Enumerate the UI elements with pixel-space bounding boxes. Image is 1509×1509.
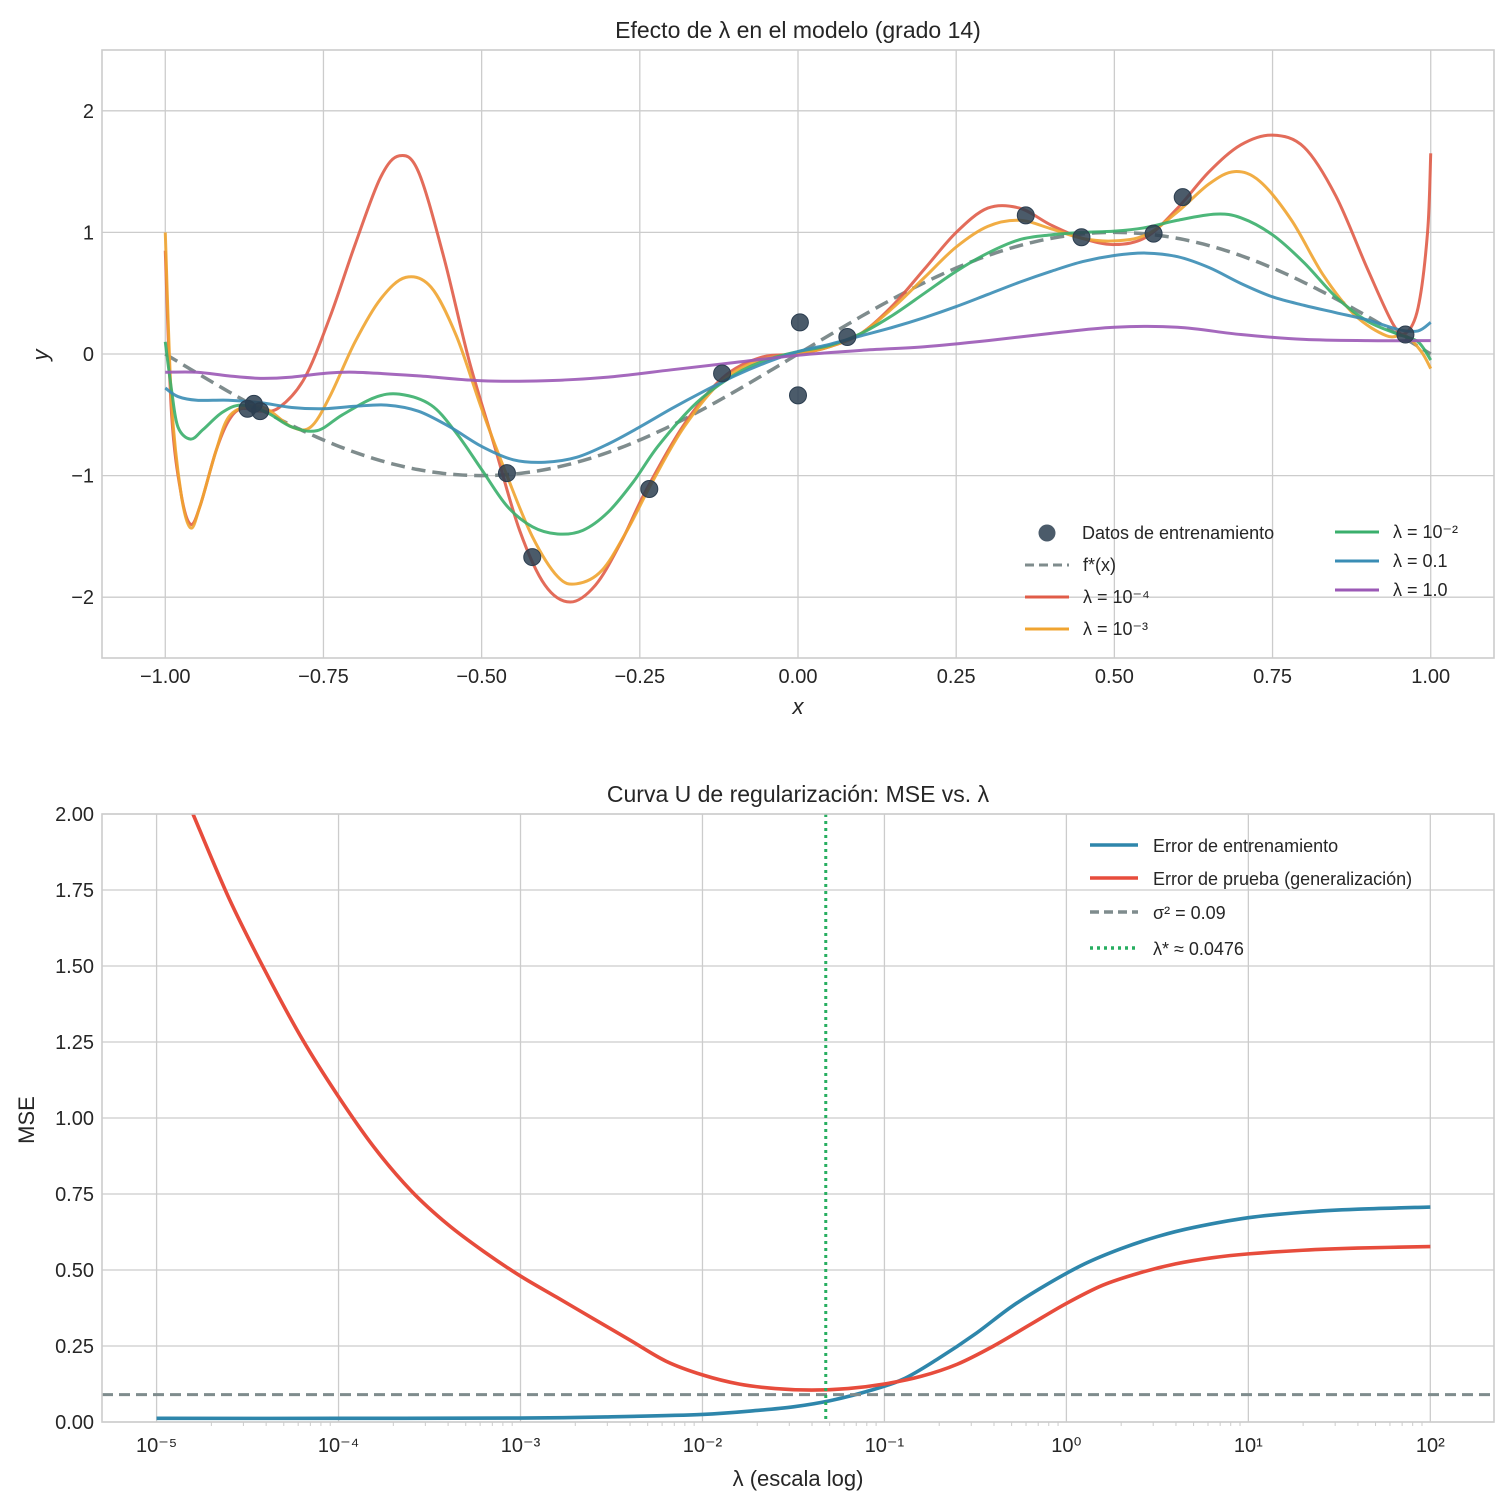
bottom-x-tick-label: 10² — [1416, 1435, 1445, 1457]
legend-lambda-1e-4-line-label: λ = 10⁻⁴ — [1083, 587, 1150, 607]
top-chart-frame — [101, 49, 1495, 659]
legend-optimal-lambda-line-label: λ* ≈ 0.0476 — [1153, 939, 1244, 959]
legend-training-data-label: Datos de entrenamiento — [1082, 523, 1274, 543]
training-data-point — [790, 313, 809, 332]
top-chart-ticks: −1.00 −0.75 −0.50 −0.25 0.00 0.25 0.50 0.75 1.00… — [71, 101, 1450, 688]
training-data-point — [251, 402, 270, 421]
training-data-point — [713, 364, 732, 383]
bottom-y-tick-label: 0.75 — [55, 1184, 94, 1206]
legend-noise-variance-line-label: σ² = 0.09 — [1153, 903, 1226, 923]
bottom-chart-ylabel: MSE — [14, 1096, 39, 1144]
top-chart-legend: Datos de entrenamiento f*(x) λ = 10⁻⁴ λ = 1… — [1025, 522, 1458, 639]
bottom-chart-xlabel: λ (escala log) — [733, 1466, 864, 1491]
top-chart-title: Efecto de λ en el modelo (grado 14) — [615, 17, 981, 43]
top-y-tick-label: 0 — [83, 344, 94, 366]
bottom-y-tick-label: 1.00 — [55, 1108, 94, 1130]
bottom-y-tick-label: 1.75 — [55, 880, 94, 902]
bottom-y-tick-label: 0.25 — [55, 1336, 94, 1358]
bottom-chart-legend: Error de entrenamiento Error de prueba (g… — [1090, 836, 1412, 959]
bottom-chart-frame — [101, 813, 1495, 1423]
train-error-line — [156, 1205, 1431, 1421]
bottom-chart-ticks: 10⁻⁵ 10⁻⁴ 10⁻³ 10⁻² 10⁻¹ 10⁰ 10¹ 10² 0.00 0.25 0.5… — [55, 804, 1445, 1457]
legend-train-error-line-label: Error de entrenamiento — [1153, 836, 1338, 856]
top-chart-grid — [102, 50, 1494, 658]
legend-training-data-swatch — [1038, 524, 1056, 542]
training-data-point — [1144, 224, 1163, 243]
training-data-point — [523, 548, 542, 567]
bottom-chart-series — [102, 814, 1494, 1422]
legend-lambda-1e-3-line-label: λ = 10⁻³ — [1083, 619, 1148, 639]
top-chart: Efecto de λ en el modelo (grado 14) −1.0… — [28, 17, 1495, 719]
bottom-y-tick-label: 1.50 — [55, 956, 94, 978]
bottom-x-tick-label: 10⁻¹ — [865, 1435, 905, 1457]
top-y-tick-label: −2 — [71, 587, 94, 609]
top-x-tick-label: −0.50 — [456, 666, 507, 688]
bottom-y-tick-label: 0.00 — [55, 1412, 94, 1434]
legend-test-error-line-label: Error de prueba (generalización) — [1153, 869, 1412, 889]
training-data-point — [640, 479, 659, 498]
training-data-point — [1072, 228, 1091, 247]
bottom-chart-grid — [102, 813, 1494, 1423]
training-data-point — [497, 464, 516, 483]
bottom-x-tick-label: 10¹ — [1234, 1435, 1263, 1457]
bottom-x-tick-label: 10⁻⁴ — [318, 1435, 359, 1457]
top-y-tick-label: 2 — [83, 101, 94, 123]
top-chart-xlabel: x — [792, 694, 805, 719]
top-x-tick-label: 0.25 — [937, 666, 976, 688]
legend-true-function-line-label: f*(x) — [1083, 555, 1116, 575]
test-error-line — [191, 814, 1431, 1392]
bottom-x-tick-label: 10⁻³ — [501, 1435, 541, 1457]
top-x-tick-label: −0.25 — [615, 666, 666, 688]
top-y-tick-label: −1 — [71, 466, 94, 488]
bottom-x-tick-label: 10⁻⁵ — [136, 1435, 177, 1457]
bottom-x-tick-label: 10⁰ — [1051, 1435, 1081, 1457]
top-x-tick-label: 0.75 — [1253, 666, 1292, 688]
legend-lambda-1e-2-line-label: λ = 10⁻² — [1393, 522, 1458, 542]
lambda-0.1-line — [164, 251, 1432, 464]
training-data-point — [1016, 206, 1035, 225]
top-x-tick-label: 0.00 — [779, 666, 818, 688]
true-function-line — [164, 230, 1432, 478]
legend-lambda-0.1-line-label: λ = 0.1 — [1393, 551, 1448, 571]
bottom-y-tick-label: 2.00 — [55, 804, 94, 826]
top-x-tick-label: 0.50 — [1095, 666, 1134, 688]
bottom-y-tick-label: 0.50 — [55, 1260, 94, 1282]
training-data-point — [1396, 325, 1415, 344]
legend-lambda-1.0-line-label: λ = 1.0 — [1393, 580, 1448, 600]
top-x-tick-label: 1.00 — [1411, 666, 1450, 688]
lambda-1e-2-line — [163, 212, 1432, 536]
top-chart-scatter — [238, 188, 1415, 567]
top-x-tick-label: −0.75 — [298, 666, 349, 688]
top-y-tick-label: 1 — [83, 222, 94, 244]
bottom-chart: Curva U de regularización: MSE vs. λ 10⁻… — [14, 781, 1495, 1491]
bottom-y-tick-label: 1.25 — [55, 1032, 94, 1054]
lambda-1.0-line — [165, 324, 1431, 383]
bottom-chart-title: Curva U de regularización: MSE vs. λ — [607, 781, 990, 807]
top-x-tick-label: −1.00 — [140, 666, 191, 688]
top-chart-ylabel: y — [28, 348, 53, 363]
training-data-point — [838, 327, 857, 346]
training-data-point — [789, 386, 807, 405]
training-data-point — [1173, 188, 1192, 207]
bottom-x-tick-label: 10⁻² — [683, 1435, 723, 1457]
